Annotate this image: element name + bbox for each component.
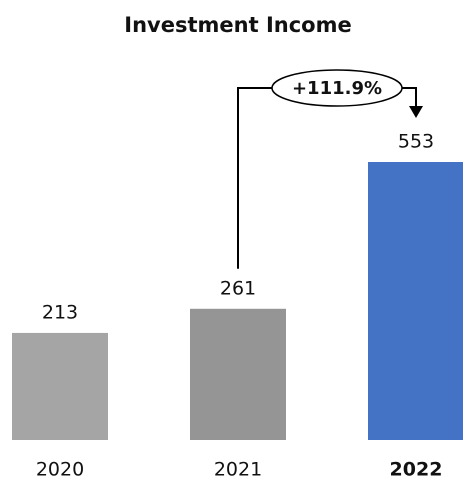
bar xyxy=(12,332,108,440)
x-tick-label: 2020 xyxy=(36,459,84,481)
bar xyxy=(368,162,463,440)
value-label: 261 xyxy=(220,277,256,299)
value-label: 213 xyxy=(42,301,78,323)
annotation-arrow xyxy=(409,106,423,118)
bar xyxy=(190,308,286,440)
x-tick-label: 2021 xyxy=(214,459,262,481)
annotation-text: +111.9% xyxy=(292,78,382,99)
annotation-bubble xyxy=(271,69,403,107)
annotation-line xyxy=(237,87,417,269)
x-tick-label: 2022 xyxy=(390,459,443,481)
value-label: 553 xyxy=(398,131,434,153)
chart-title: Investment Income xyxy=(124,13,351,37)
